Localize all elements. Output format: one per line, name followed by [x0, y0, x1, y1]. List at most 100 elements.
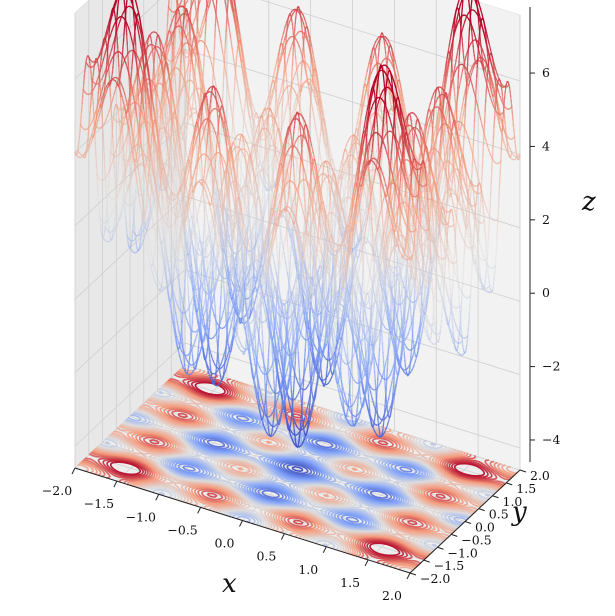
- wire-segment-3630: [266, 167, 269, 177]
- wire-segment-2512: [179, 60, 182, 72]
- wire-segment-4109: [351, 158, 354, 169]
- wire-segment-3568: [156, 112, 159, 124]
- wire-segment-1096: [214, 78, 218, 90]
- wire-segment-527: [246, 100, 249, 107]
- wire-segment-1753: [189, 31, 192, 40]
- wire-segment-1014: [220, 41, 224, 53]
- wire-segment-112: [194, 1, 197, 10]
- wire-segment-1545: [303, 55, 306, 63]
- wire-segment-751: [237, 20, 240, 34]
- wire-segment-1086: [222, 73, 225, 87]
- wire-segment-1244: [230, 131, 233, 144]
- wire-segment-551: [167, 163, 170, 172]
- wire-segment-2179: [161, 102, 164, 114]
- wire-segment-812: [183, 119, 186, 128]
- wire-segment-4662: [190, 255, 193, 266]
- wire-segment-2879: [186, 117, 189, 130]
- wire-segment-2031: [285, 29, 288, 38]
- wire-segment-2704: [188, 79, 191, 90]
- wire-segment-4267: [160, 55, 163, 64]
- wire-segment-2609: [189, 62, 192, 73]
- wire-segment-1066: [156, 115, 160, 120]
- wire-segment-30: [178, 25, 181, 33]
- grid-z-2: [74, 195, 521, 302]
- wire-segment-2293: [293, 29, 296, 38]
- wire-segment-1015: [231, 47, 235, 61]
- wire-segment-4656: [123, 175, 126, 186]
- wire-segment-4887: [422, 215, 425, 222]
- wire-segment-4082: [106, 193, 109, 203]
- wire-segment-2982: [129, 158, 132, 169]
- wire-segment-4372: [359, 114, 362, 124]
- wire-segment-3716: [388, 92, 391, 100]
- wire-segment-855: [265, 168, 269, 171]
- wire-segment-1182: [232, 108, 234, 122]
- wire-segment-1074: [245, 91, 249, 100]
- wire-segment-1193: [230, 108, 234, 122]
- wire-segment-1121: [233, 88, 236, 100]
- wire-segment-4435: [370, 53, 373, 60]
- grid-y-4: [129, 0, 466, 522]
- wire-segment-422: [249, 117, 251, 120]
- contour-level-3: [206, 439, 389, 499]
- wire-segment-4122: [273, 131, 275, 140]
- wire-segment-982: [269, 145, 272, 153]
- contour-level-25: [84, 373, 511, 565]
- wire-segment-1166: [288, 103, 291, 110]
- wire-segment-822: [286, 138, 290, 147]
- wire-segment-403: [182, 6, 185, 18]
- wire-segment-1047: [233, 59, 237, 72]
- wire-segment-1616: [291, 23, 294, 30]
- wire-segment-637: [273, 183, 277, 188]
- wire-segment-2328: [170, 70, 173, 82]
- wire-segment-4283: [394, 76, 397, 84]
- wire-segment-483: [261, 167, 265, 176]
- wire-segment-1408: [294, 56, 297, 65]
- wire-segment-4141: [117, 162, 120, 173]
- wire-segment-1307: [174, 74, 177, 84]
- wire-segment-1168: [228, 97, 232, 110]
- wire-segment-882: [212, 0, 215, 8]
- wire-segment-1125: [277, 117, 280, 125]
- wire-segment-802: [251, 113, 255, 122]
- wire-segment-3603: [345, 169, 348, 176]
- wire-segment-2199: [172, 43, 175, 54]
- wire-segment-1614: [269, 90, 272, 98]
- wire-segment-3850: [164, 112, 167, 124]
- wire-segment-960: [239, 54, 243, 66]
- wire-segment-813: [205, 0, 208, 11]
- wire-segment-1102: [233, 78, 236, 90]
- wire-segment-570: [190, 2, 194, 10]
- wire-segment-1998: [286, 24, 289, 32]
- wire-segment-3431: [269, 196, 272, 205]
- wire-segment-926: [170, 156, 174, 164]
- wire-segment-2764: [276, 197, 279, 207]
- wire-segment-2053: [274, 100, 277, 113]
- wire-segment-874: [224, 0, 227, 4]
- wire-segment-931: [293, 108, 297, 117]
- wire-segment-613: [271, 185, 275, 189]
- wire-segment-764: [171, 167, 175, 174]
- wire-segment-1000: [213, 47, 216, 61]
- wire-segment-82: [201, 16, 205, 24]
- wire-segment-1398: [183, 68, 186, 77]
- wire-segment-1134: [238, 91, 242, 103]
- wire-segment-957: [205, 46, 209, 53]
- wire-segment-65: [209, 0, 212, 3]
- wire-segment-804: [273, 179, 277, 185]
- wire-segment-3000: [117, 113, 120, 121]
- wire-segment-64: [198, 28, 202, 36]
- wire-segment-630: [265, 189, 268, 192]
- wire-segment-770: [162, 183, 165, 188]
- wire-segment-1467: [193, 89, 196, 98]
- wire-segment-4661: [179, 153, 182, 164]
- wire-segment-2516: [290, 74, 293, 88]
- wire-segment-4201: [116, 170, 119, 181]
- contour-level-24: [83, 372, 512, 566]
- wire-segment-568: [189, 8, 192, 21]
- contour-level-21: [79, 368, 516, 570]
- wire-segment-615: [249, 116, 253, 128]
- wire-segment-1316: [296, 74, 299, 81]
- wire-segment-1579: [269, 86, 272, 93]
- wire-segment-2634: [177, 90, 180, 102]
